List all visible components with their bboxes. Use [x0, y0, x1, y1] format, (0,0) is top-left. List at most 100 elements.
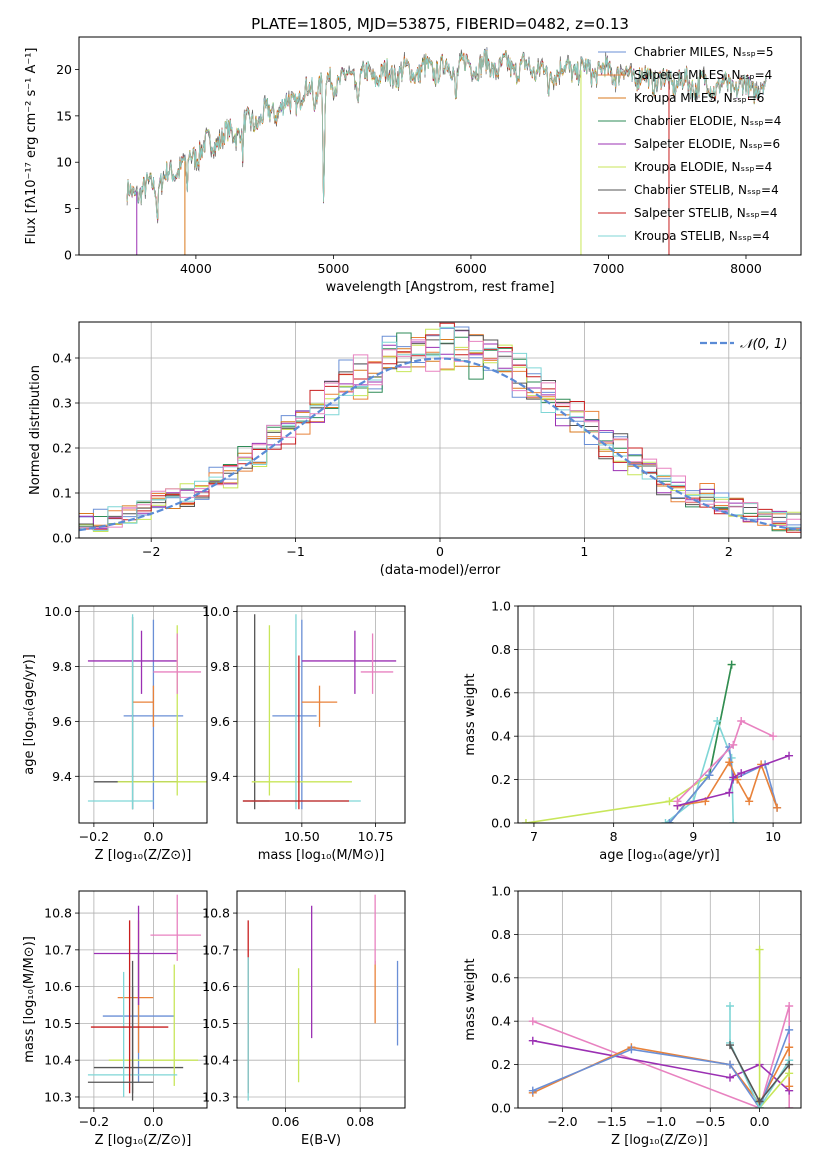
x-tick-label: 9	[689, 829, 697, 844]
x-axis-label: (data-model)/error	[380, 563, 501, 578]
weight-marker	[627, 1045, 636, 1054]
age_vs_Z-frame	[78, 605, 208, 824]
x-tick-label: 6000	[455, 261, 487, 276]
y-tick-label: 0.0	[491, 1101, 511, 1116]
y-tick-label: 9.6	[52, 714, 72, 729]
y-tick-label: 0.6	[491, 685, 511, 700]
weight-marker	[755, 1097, 764, 1106]
weight-marker	[773, 803, 782, 812]
spectrum-plot-area	[126, 47, 767, 255]
y-axis-label: age [log₁₀(age/yr)]	[22, 654, 37, 775]
weight-marker	[673, 797, 682, 806]
x-tick-label: 7	[530, 829, 538, 844]
weight-marker	[737, 717, 746, 726]
x-axis-label: E(B-V)	[301, 1133, 341, 1148]
legend-label: Chabrier STELIB, Nₛₛₚ=4	[634, 183, 779, 197]
x-tick-label: 8	[610, 829, 618, 844]
mass_vs_Z-panel: −0.2 0.0 10.3 10.4 10.5 10.6 10.7 10.8 Z [log₁₀(…	[22, 890, 208, 1148]
y-tick-label: 9.4	[52, 769, 72, 784]
weight-marker	[785, 1043, 794, 1052]
x-tick-label: −2	[142, 544, 160, 559]
y-tick-label: 10.5	[44, 1016, 72, 1031]
mass_vs_ebv-panel: 0.06 0.08 10.3 10.4 10.5 10.6 10.7 10.8 E(B-V)	[202, 890, 406, 1148]
y-axis-label: Flux [fλ10⁻¹⁷ erg cm⁻² s⁻¹ A⁻¹]	[24, 48, 39, 245]
legend-label: Salpeter MILES, Nₛₛₚ=4	[634, 68, 772, 82]
weight-line	[532, 1046, 790, 1106]
legend-label: Salpeter ELODIE, Nₛₛₚ=6	[634, 137, 780, 151]
weight-marker	[727, 660, 736, 669]
y-tick-label: 9.8	[52, 659, 72, 674]
y-tick-label: 10.4	[44, 1053, 72, 1068]
y-tick-label: 0.4	[491, 729, 511, 744]
x-axis-label: Z [log₁₀(Z/Z⊙)]	[95, 848, 192, 863]
x-tick-label: −0.5	[695, 1114, 725, 1129]
y-tick-label: 10.8	[44, 906, 72, 921]
x-axis-label: Z [log₁₀(Z/Z⊙)]	[611, 1133, 708, 1148]
weight-marker	[785, 1082, 794, 1091]
weight-marker	[661, 819, 670, 823]
age_vs_mass-frame	[236, 605, 406, 824]
x-tick-label: 0.06	[272, 1114, 300, 1129]
weight-marker	[729, 819, 738, 823]
x-tick-label: −1	[286, 544, 304, 559]
weight-marker	[528, 1017, 537, 1026]
y-tick-label: 10.4	[202, 1053, 230, 1068]
x-tick-label: −1.0	[646, 1114, 676, 1129]
x-tick-label: −0.2	[79, 829, 109, 844]
legend-label: Salpeter STELIB, Nₛₛₚ=4	[634, 206, 778, 220]
weight-marker	[729, 773, 738, 782]
weight_vs_age-plot-area	[521, 660, 794, 823]
weight-marker	[725, 788, 734, 797]
y-tick-label: 10.0	[202, 604, 230, 619]
weight-marker	[665, 797, 674, 806]
y-tick-label: 10.3	[202, 1089, 230, 1104]
y-tick-label: 0.0	[52, 531, 72, 546]
weight-marker	[785, 1002, 794, 1011]
age_vs_mass-panel: 10.50 10.75 9.4 9.6 9.8 10.0 mass [log₁₀(M/M⊙)…	[202, 604, 406, 863]
x-tick-label: −0.2	[79, 1114, 109, 1129]
weight-marker	[785, 751, 794, 760]
y-tick-label: 0.3	[52, 396, 72, 411]
x-axis-label: age [log₁₀(age/yr)]	[599, 848, 720, 863]
weight_vs_age-panel: 7 8 9 10 0.0 0.2 0.4 0.6 0.8 1.0 age [log₁₀(age/yr…	[463, 599, 802, 863]
x-tick-label: 4000	[180, 261, 212, 276]
x-tick-label: 10	[765, 829, 781, 844]
x-tick-label: 10.50	[284, 829, 320, 844]
weight-marker	[726, 1073, 735, 1082]
weight-marker	[769, 732, 778, 741]
weight-marker	[726, 1041, 735, 1050]
y-axis-label: mass weight	[463, 958, 478, 1040]
y-tick-label: 10.6	[44, 979, 72, 994]
y-axis-label: Normed distribution	[28, 365, 43, 495]
y-tick-label: 10.7	[202, 942, 230, 957]
y-tick-label: 0.0	[491, 816, 511, 831]
weight-marker	[785, 1025, 794, 1034]
y-tick-label: 20	[56, 62, 72, 77]
y-tick-label: 5	[64, 201, 72, 216]
y-tick-label: 0.6	[491, 970, 511, 985]
x-axis-label: Z [log₁₀(Z/Z⊙)]	[95, 1133, 192, 1148]
histogram-step	[79, 326, 801, 531]
y-tick-label: 0.2	[491, 772, 511, 787]
weight-marker	[729, 740, 738, 749]
y-axis-label: mass weight	[463, 673, 478, 755]
y-tick-label: 10.6	[202, 979, 230, 994]
y-tick-label: 1.0	[491, 884, 511, 899]
x-tick-label: 7000	[593, 261, 625, 276]
x-axis-label: wavelength [Angstrom, rest frame]	[326, 280, 555, 295]
age_vs_mass-plot-area	[242, 614, 397, 810]
y-tick-label: 9.8	[210, 659, 230, 674]
weight-marker	[725, 758, 734, 767]
legend-label: Kroupa STELIB, Nₛₛₚ=4	[634, 229, 770, 243]
mass_vs_Z-plot-area	[87, 894, 202, 1101]
y-tick-label: 0.4	[52, 351, 72, 366]
y-tick-label: 0	[64, 248, 72, 263]
y-tick-label: 10.8	[202, 906, 230, 921]
y-tick-label: 0.2	[491, 1057, 511, 1072]
x-tick-label: 0.0	[750, 1114, 770, 1129]
y-tick-label: 0.8	[491, 927, 511, 942]
weight-line	[668, 744, 778, 823]
residuals-panel: −2 −1 0 1 2 0.0 0.1 0.2 0.3 0.4 (data-model)/error…	[28, 321, 802, 578]
weight-line	[532, 1039, 790, 1092]
